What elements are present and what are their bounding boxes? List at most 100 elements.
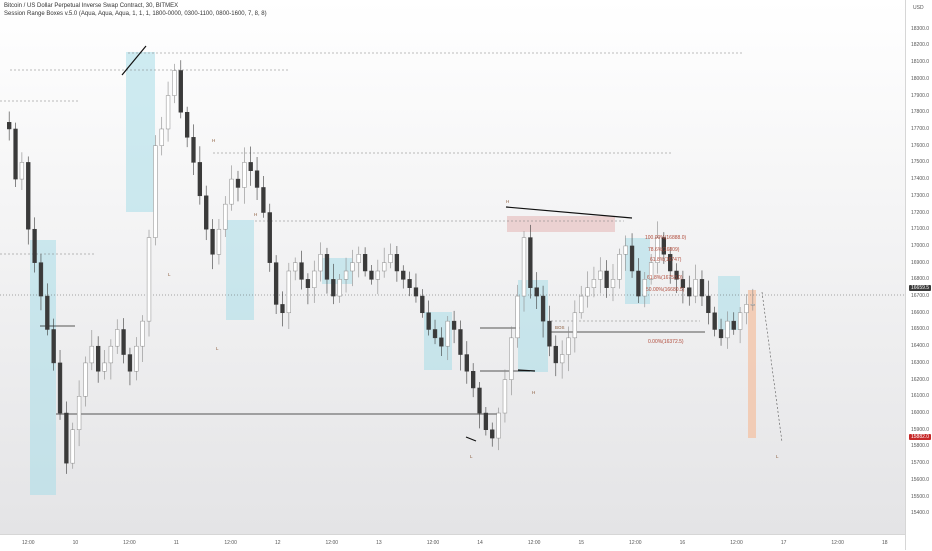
candle xyxy=(604,260,609,298)
candle xyxy=(375,259,380,295)
target-price-tag: 15882.0 xyxy=(909,434,932,440)
candle xyxy=(483,407,489,436)
candle xyxy=(305,273,311,305)
time-tick-label: 15 xyxy=(578,540,585,546)
candle-body xyxy=(362,254,368,272)
price-tick-label: 15600.0 xyxy=(911,476,930,483)
candle-body xyxy=(413,287,419,297)
time-axis[interactable]: 12:00 10 12:00 11 12:00 12 12:00 13 12:00 14 12:00… xyxy=(0,534,905,551)
candle xyxy=(210,219,215,270)
candle-body xyxy=(712,312,717,330)
trend-line xyxy=(465,436,477,442)
candle-body xyxy=(699,279,705,297)
candle xyxy=(674,263,679,294)
time-tick-label: 12:00 xyxy=(426,540,440,546)
candle-body xyxy=(471,371,476,389)
price-axis[interactable]: 15400.0 15500.0 15600.0 15700.0 15800.0 15900… xyxy=(905,0,932,550)
candle xyxy=(737,307,743,344)
indicator-legend[interactable]: Session Range Boxes v.5.0 (Aqua, Aqua, A… xyxy=(4,11,267,17)
candle-body xyxy=(197,162,203,197)
candle-body xyxy=(312,270,317,288)
candle xyxy=(553,335,558,377)
candle xyxy=(661,232,666,264)
candle xyxy=(331,263,336,305)
candle-body xyxy=(617,254,622,280)
candle xyxy=(382,247,387,278)
time-tick-label: 11 xyxy=(173,540,179,546)
candle-body xyxy=(13,128,18,180)
candle-body xyxy=(19,162,25,180)
candle-body xyxy=(464,354,469,372)
candle xyxy=(153,135,158,246)
candle-body xyxy=(388,254,393,263)
candle xyxy=(318,242,323,282)
candle-body xyxy=(191,137,196,163)
candle-body xyxy=(693,279,698,297)
currency-label: USD xyxy=(913,5,924,11)
session-range-box xyxy=(226,220,254,320)
candle-body xyxy=(407,279,412,288)
price-tick-label: 16600.0 xyxy=(911,309,930,316)
candle-body xyxy=(165,95,171,130)
candle xyxy=(191,124,196,175)
fib-level-label: 78.6%(16809) xyxy=(648,247,680,253)
candle-body xyxy=(324,254,330,280)
candle xyxy=(229,165,234,211)
candle-body xyxy=(382,262,387,272)
candle-body xyxy=(223,203,228,230)
candle xyxy=(242,147,247,204)
candle xyxy=(458,320,463,371)
price-tick-label: 17900.0 xyxy=(911,92,930,99)
candle xyxy=(32,217,37,273)
fib-level-label: 61.8%(16747) xyxy=(650,257,682,263)
candle-body xyxy=(26,162,31,230)
candle-body xyxy=(490,429,495,439)
candle xyxy=(579,285,584,319)
candle xyxy=(127,347,133,386)
swing-marker-label: L xyxy=(776,454,779,459)
candle xyxy=(547,305,552,357)
price-chart[interactable]: 100.00%(16888.0) 78.6%(16809) 61.8%(16747)… xyxy=(0,0,905,534)
candle-body xyxy=(343,270,349,280)
candle-body xyxy=(64,412,69,464)
price-tick-label: 17700.0 xyxy=(911,125,930,132)
candle-body xyxy=(76,396,82,430)
candle-body xyxy=(547,320,552,347)
fib-level-label: 0.00%(16372.5) xyxy=(648,339,684,345)
candle-body xyxy=(178,70,183,113)
candle-body xyxy=(521,237,527,297)
candle xyxy=(362,247,368,277)
time-tick-label: 16 xyxy=(679,540,686,546)
chart-area[interactable]: 100.00%(16888.0) 78.6%(16809) 61.8%(16747)… xyxy=(0,0,905,534)
candle-body xyxy=(318,254,323,272)
candle xyxy=(432,319,438,345)
candle xyxy=(286,262,291,329)
candle xyxy=(445,316,450,361)
candle-body xyxy=(273,262,279,305)
session-range-box xyxy=(126,52,155,212)
swing-marker-label: H xyxy=(254,212,257,217)
candle-body xyxy=(127,354,133,372)
candle-body xyxy=(375,270,380,280)
candle xyxy=(648,253,654,285)
candle xyxy=(38,254,44,311)
candle-body xyxy=(604,270,609,288)
candle xyxy=(273,255,279,315)
time-tick-label: 12:00 xyxy=(123,540,136,546)
candle-body xyxy=(648,262,654,280)
candle xyxy=(559,340,565,379)
candle xyxy=(102,350,107,380)
candle xyxy=(718,318,724,346)
time-tick-label: 12:00 xyxy=(224,540,237,546)
candle-body xyxy=(553,345,558,364)
candle-body xyxy=(140,320,145,347)
candle-body xyxy=(235,178,241,188)
candle-body xyxy=(636,270,641,297)
candle-body xyxy=(718,329,724,339)
candle xyxy=(312,260,317,303)
candle-body xyxy=(286,270,291,314)
time-tick-label: 12:00 xyxy=(527,540,541,546)
candle-body xyxy=(184,112,190,138)
swing-marker-label: H xyxy=(506,199,509,204)
candle xyxy=(598,257,603,294)
